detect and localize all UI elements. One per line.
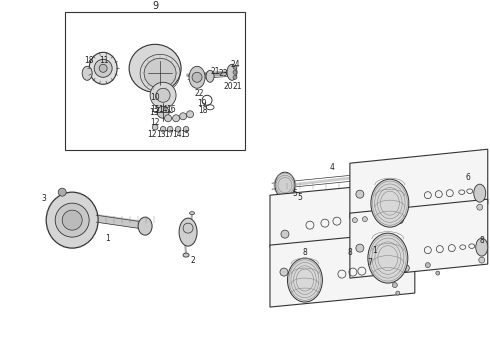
Text: 6: 6	[466, 173, 470, 182]
Circle shape	[425, 262, 430, 267]
Text: 8: 8	[347, 248, 352, 257]
Text: 7: 7	[368, 258, 372, 267]
Text: 5: 5	[293, 189, 297, 198]
Circle shape	[58, 188, 66, 196]
Ellipse shape	[189, 66, 205, 88]
Ellipse shape	[474, 184, 486, 202]
Circle shape	[233, 70, 237, 74]
Circle shape	[396, 217, 403, 224]
Circle shape	[167, 126, 173, 132]
Text: 21: 21	[210, 67, 220, 76]
Ellipse shape	[288, 258, 322, 302]
Circle shape	[356, 244, 364, 252]
Text: 20: 20	[223, 82, 233, 91]
Polygon shape	[350, 149, 488, 218]
Text: 14: 14	[172, 130, 182, 139]
Circle shape	[396, 291, 400, 295]
Polygon shape	[350, 199, 488, 278]
Text: 22: 22	[195, 89, 204, 98]
Text: 10: 10	[150, 93, 160, 102]
Circle shape	[55, 203, 89, 237]
Circle shape	[280, 268, 288, 276]
Circle shape	[172, 115, 179, 122]
Circle shape	[183, 223, 193, 233]
Ellipse shape	[183, 253, 189, 257]
Circle shape	[175, 126, 181, 132]
Text: 3: 3	[42, 194, 47, 203]
Circle shape	[192, 72, 202, 82]
Text: 18: 18	[84, 56, 94, 65]
Circle shape	[477, 204, 483, 210]
Ellipse shape	[82, 66, 92, 80]
Text: 21: 21	[232, 82, 242, 91]
Text: 13: 13	[156, 130, 166, 139]
Text: 18: 18	[198, 106, 208, 115]
Text: 24: 24	[230, 60, 240, 69]
Ellipse shape	[144, 58, 176, 88]
Text: 1: 1	[105, 234, 110, 243]
Ellipse shape	[476, 238, 488, 256]
Ellipse shape	[206, 70, 214, 82]
Circle shape	[363, 217, 368, 222]
Ellipse shape	[275, 172, 295, 198]
Text: 15: 15	[180, 130, 190, 139]
Circle shape	[479, 257, 485, 263]
Text: 1: 1	[372, 246, 377, 255]
Text: 12: 12	[147, 130, 157, 139]
Text: 13: 13	[149, 108, 159, 117]
Text: 19: 19	[197, 99, 207, 108]
Circle shape	[99, 64, 107, 72]
Text: 12: 12	[150, 118, 160, 127]
Text: 15: 15	[150, 105, 160, 114]
Ellipse shape	[89, 52, 117, 84]
Text: 14: 14	[158, 105, 168, 114]
Polygon shape	[270, 231, 415, 307]
Ellipse shape	[383, 166, 393, 180]
Text: 5: 5	[297, 193, 302, 202]
Circle shape	[402, 265, 409, 271]
Circle shape	[233, 75, 237, 79]
Text: 8: 8	[302, 248, 307, 257]
Ellipse shape	[368, 233, 408, 283]
Ellipse shape	[138, 217, 152, 235]
Circle shape	[183, 126, 189, 132]
Circle shape	[150, 82, 176, 108]
Circle shape	[187, 111, 194, 118]
Circle shape	[165, 115, 172, 122]
Ellipse shape	[179, 218, 197, 246]
Circle shape	[392, 283, 397, 288]
Circle shape	[94, 59, 112, 77]
Circle shape	[157, 106, 169, 118]
Bar	[65, 12, 245, 150]
Circle shape	[281, 230, 289, 238]
Polygon shape	[270, 181, 415, 247]
Circle shape	[233, 65, 237, 69]
Ellipse shape	[46, 192, 98, 248]
Circle shape	[62, 210, 82, 230]
Text: 11: 11	[99, 56, 109, 65]
Text: 16: 16	[166, 105, 176, 114]
Text: 2: 2	[191, 256, 196, 265]
Text: 4: 4	[329, 163, 334, 172]
Circle shape	[152, 125, 158, 130]
Ellipse shape	[371, 179, 409, 227]
Text: 23: 23	[218, 69, 228, 78]
Circle shape	[356, 190, 364, 198]
Circle shape	[160, 126, 166, 132]
Ellipse shape	[129, 44, 181, 92]
Ellipse shape	[190, 212, 195, 215]
Text: 8: 8	[479, 236, 484, 245]
Circle shape	[179, 113, 187, 120]
Circle shape	[436, 271, 440, 275]
Ellipse shape	[227, 64, 237, 80]
Text: 17: 17	[164, 130, 174, 139]
Circle shape	[352, 218, 357, 222]
Circle shape	[156, 88, 170, 102]
Text: 9: 9	[152, 1, 158, 12]
